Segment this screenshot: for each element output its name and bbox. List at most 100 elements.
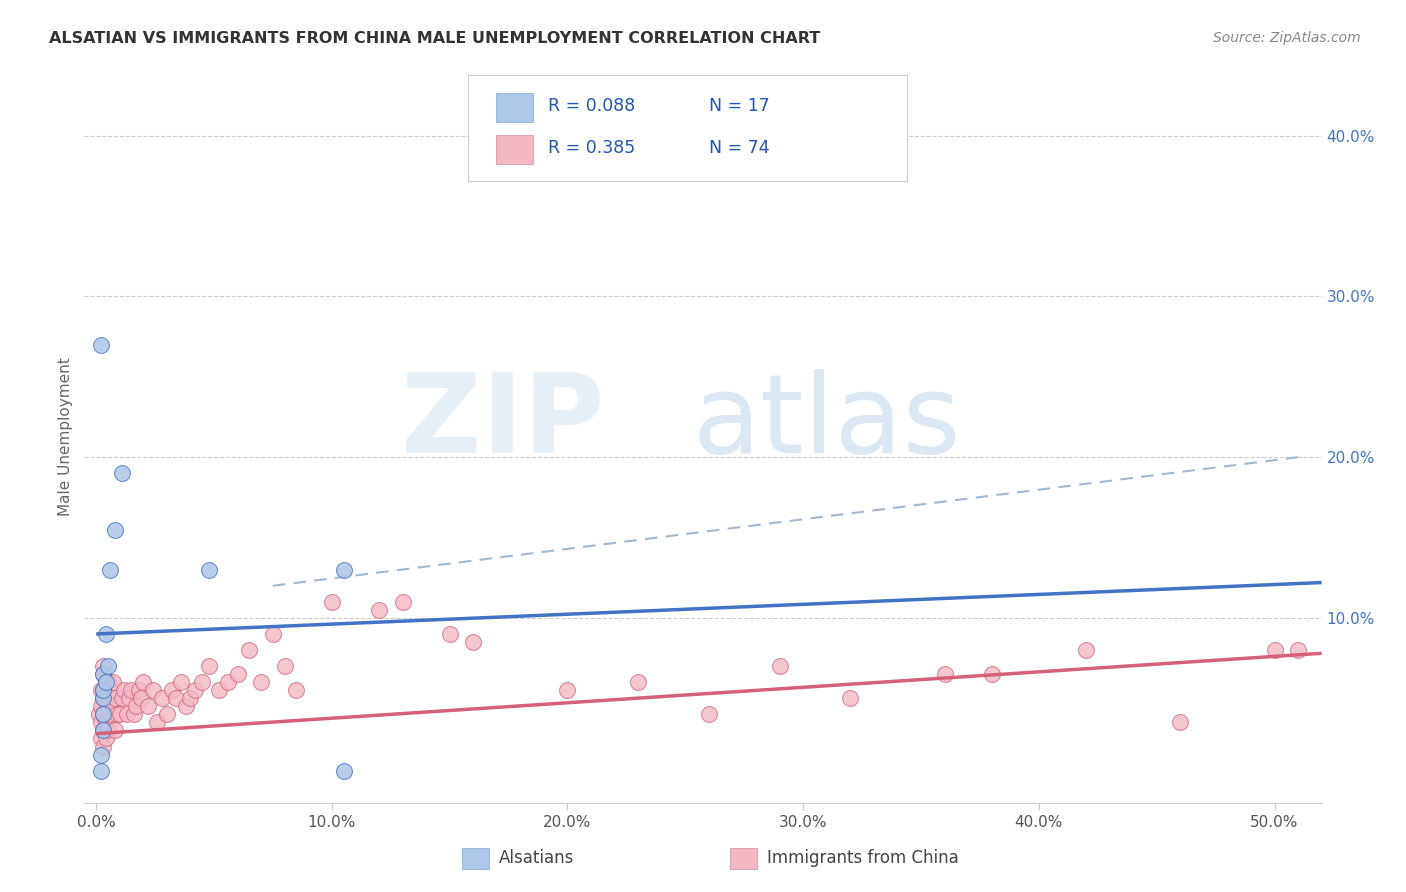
- Point: [368, 603, 391, 617]
- Text: N = 17: N = 17: [709, 96, 770, 115]
- Point: [91, 691, 114, 706]
- Point: [91, 667, 114, 681]
- Point: [934, 667, 956, 681]
- FancyBboxPatch shape: [461, 848, 489, 869]
- Y-axis label: Male Unemployment: Male Unemployment: [58, 358, 73, 516]
- Point: [208, 683, 231, 698]
- Point: [122, 707, 145, 722]
- Text: R = 0.088: R = 0.088: [548, 96, 636, 115]
- Point: [160, 683, 183, 698]
- Point: [226, 667, 249, 681]
- Point: [697, 707, 720, 722]
- Point: [104, 691, 127, 706]
- Point: [91, 683, 114, 698]
- Text: Immigrants from China: Immigrants from China: [768, 848, 959, 867]
- Point: [94, 675, 117, 690]
- Point: [332, 563, 354, 577]
- Point: [142, 683, 165, 698]
- Point: [321, 595, 343, 609]
- Point: [111, 467, 134, 481]
- Point: [191, 675, 214, 690]
- Text: atlas: atlas: [693, 369, 960, 476]
- Point: [273, 659, 295, 673]
- Point: [97, 659, 120, 673]
- Point: [125, 699, 148, 714]
- Point: [217, 675, 239, 690]
- Point: [104, 723, 127, 738]
- Point: [91, 723, 114, 738]
- Point: [90, 731, 112, 746]
- Point: [91, 707, 114, 722]
- Point: [132, 675, 155, 690]
- Point: [94, 627, 117, 641]
- Text: R = 0.385: R = 0.385: [548, 139, 636, 157]
- Point: [184, 683, 207, 698]
- Point: [94, 715, 117, 730]
- Point: [91, 667, 114, 681]
- Point: [104, 523, 127, 537]
- Point: [90, 337, 112, 351]
- FancyBboxPatch shape: [496, 93, 533, 122]
- Text: N = 74: N = 74: [709, 139, 770, 157]
- Text: ZIP: ZIP: [401, 369, 605, 476]
- Point: [250, 675, 273, 690]
- Point: [198, 659, 221, 673]
- Point: [1263, 643, 1285, 657]
- Point: [91, 723, 114, 738]
- Point: [98, 563, 121, 577]
- Point: [98, 707, 121, 722]
- Point: [118, 691, 141, 706]
- Point: [179, 691, 201, 706]
- Text: Source: ZipAtlas.com: Source: ZipAtlas.com: [1213, 31, 1361, 45]
- Point: [91, 707, 114, 722]
- Point: [129, 691, 152, 706]
- Point: [285, 683, 308, 698]
- Point: [332, 764, 354, 778]
- Point: [150, 691, 173, 706]
- Point: [98, 683, 121, 698]
- Point: [97, 723, 120, 738]
- Point: [439, 627, 461, 641]
- Point: [112, 683, 135, 698]
- Text: ALSATIAN VS IMMIGRANTS FROM CHINA MALE UNEMPLOYMENT CORRELATION CHART: ALSATIAN VS IMMIGRANTS FROM CHINA MALE U…: [49, 31, 821, 46]
- Point: [174, 699, 197, 714]
- Point: [136, 699, 159, 714]
- Point: [839, 691, 862, 706]
- FancyBboxPatch shape: [496, 135, 533, 164]
- Point: [91, 691, 114, 706]
- Point: [156, 707, 179, 722]
- Point: [557, 683, 579, 698]
- Point: [90, 715, 112, 730]
- Point: [1286, 643, 1309, 657]
- Point: [94, 731, 117, 746]
- Point: [198, 563, 221, 577]
- Point: [627, 675, 650, 690]
- Point: [101, 675, 124, 690]
- Point: [128, 683, 150, 698]
- Point: [121, 683, 143, 698]
- FancyBboxPatch shape: [468, 75, 907, 181]
- Point: [90, 747, 112, 762]
- Point: [94, 675, 117, 690]
- Point: [980, 667, 1002, 681]
- Point: [262, 627, 284, 641]
- Point: [90, 699, 112, 714]
- Point: [97, 675, 120, 690]
- Point: [91, 683, 114, 698]
- Point: [115, 707, 138, 722]
- Point: [87, 707, 110, 722]
- Point: [91, 739, 114, 754]
- Point: [91, 659, 114, 673]
- Point: [111, 691, 134, 706]
- Point: [1168, 715, 1191, 730]
- FancyBboxPatch shape: [730, 848, 758, 869]
- Point: [1074, 643, 1097, 657]
- Point: [165, 691, 187, 706]
- Point: [101, 699, 124, 714]
- Point: [90, 683, 112, 698]
- Point: [146, 715, 169, 730]
- Point: [238, 643, 260, 657]
- Point: [105, 707, 128, 722]
- Point: [170, 675, 193, 690]
- Point: [90, 764, 112, 778]
